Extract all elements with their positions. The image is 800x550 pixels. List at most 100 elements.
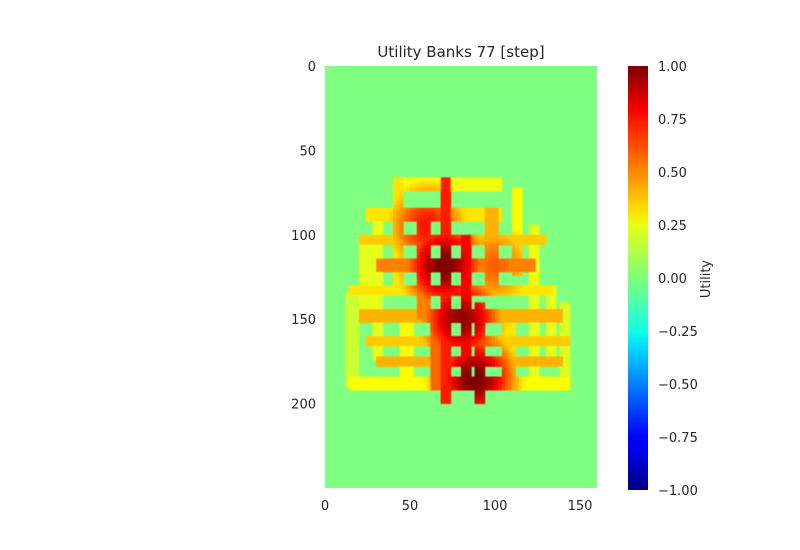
- heatmap-cell: [467, 261, 472, 266]
- heatmap-cell: [508, 386, 513, 391]
- heatmap-cell: [444, 211, 448, 215]
- heatmap-cell: [365, 271, 370, 276]
- heatmap-cell: [348, 386, 353, 391]
- heatmap-cell: [444, 285, 448, 290]
- heatmap-cell: [488, 248, 492, 253]
- heatmap-cell: [532, 295, 537, 300]
- heatmap-cell: [365, 217, 370, 222]
- heatmap-cell: [512, 238, 516, 242]
- heatmap-cell: [440, 258, 445, 263]
- heatmap-cell: [433, 359, 438, 364]
- heatmap-cell: [488, 386, 492, 391]
- heatmap-cell: [559, 352, 564, 357]
- heatmap-cell: [416, 278, 421, 283]
- heatmap-cell: [508, 363, 513, 367]
- heatmap-cell: [447, 292, 452, 296]
- heatmap-cell: [481, 241, 486, 246]
- heatmap-cell: [542, 234, 547, 239]
- heatmap-cell: [532, 255, 537, 259]
- heatmap-cell: [376, 261, 380, 266]
- heatmap-cell: [399, 352, 404, 357]
- heatmap-cell: [440, 248, 445, 253]
- heatmap-cell: [396, 268, 401, 273]
- heatmap-cell: [484, 234, 489, 239]
- heatmap-cell: [566, 305, 571, 310]
- heatmap-cell: [396, 342, 401, 347]
- heatmap-cell: [542, 292, 547, 296]
- heatmap-cell: [355, 292, 360, 296]
- heatmap-cell: [440, 234, 445, 239]
- heatmap-cell: [535, 302, 540, 307]
- heatmap-cell: [464, 288, 469, 293]
- heatmap-cell: [464, 373, 469, 377]
- heatmap-cell: [406, 376, 411, 381]
- heatmap-cell: [481, 207, 486, 212]
- heatmap-cell: [396, 224, 401, 229]
- heatmap-cell: [444, 194, 448, 199]
- heatmap-cell: [495, 244, 499, 249]
- heatmap-cell: [352, 346, 356, 350]
- heatmap-cell: [433, 332, 438, 337]
- heatmap-cell: [495, 224, 499, 229]
- heatmap-cell: [427, 298, 431, 303]
- heatmap-cell: [461, 261, 465, 266]
- heatmap-cell: [481, 363, 486, 367]
- heatmap-cell: [386, 288, 390, 293]
- heatmap-cell: [518, 207, 523, 212]
- heatmap-cell: [437, 214, 441, 219]
- heatmap-cell: [464, 336, 469, 340]
- heatmap-cell: [508, 379, 513, 384]
- heatmap-cell: [461, 325, 465, 330]
- heatmap-cell: [467, 339, 472, 344]
- heatmap-cell: [512, 329, 516, 334]
- heatmap-cell: [478, 319, 482, 323]
- heatmap-cell: [433, 322, 438, 327]
- heatmap-cell: [379, 298, 384, 303]
- heatmap-cell: [413, 312, 418, 317]
- heatmap-cell: [355, 339, 360, 344]
- colorbar-label: Utility: [699, 260, 714, 299]
- heatmap-cell: [461, 379, 465, 384]
- heatmap-cell: [529, 261, 533, 266]
- heatmap-cell: [403, 376, 407, 381]
- heatmap-cell: [461, 211, 465, 215]
- heatmap-cell: [512, 325, 516, 330]
- heatmap-cell: [345, 369, 350, 374]
- heatmap-cell: [484, 177, 489, 182]
- heatmap-cell: [478, 234, 482, 239]
- heatmap-cell: [396, 275, 401, 280]
- heatmap-cell: [488, 379, 492, 384]
- heatmap-cell: [512, 231, 516, 236]
- heatmap-cell: [379, 282, 384, 286]
- heatmap-cell: [471, 379, 475, 384]
- heatmap-cell: [542, 241, 547, 246]
- heatmap-cell: [413, 363, 418, 367]
- heatmap-cell: [399, 319, 404, 323]
- heatmap-cell: [433, 309, 438, 313]
- heatmap-cell: [440, 352, 445, 357]
- heatmap-cell: [501, 261, 506, 266]
- heatmap-cell: [437, 352, 441, 357]
- heatmap-cell: [467, 251, 472, 256]
- heatmap-cell: [539, 339, 543, 344]
- heatmap-cell: [474, 292, 479, 296]
- heatmap-cell: [433, 217, 438, 222]
- heatmap-cell: [529, 342, 533, 347]
- heatmap-cell: [457, 288, 462, 293]
- heatmap-cell: [450, 379, 455, 384]
- heatmap-cell: [478, 315, 482, 320]
- heatmap-cell: [491, 319, 496, 323]
- heatmap-cell: [396, 258, 401, 263]
- heatmap-cell: [379, 376, 384, 381]
- heatmap-cell: [403, 309, 407, 313]
- heatmap-cell: [423, 386, 428, 391]
- heatmap-cell: [382, 379, 387, 384]
- heatmap-cell: [495, 282, 499, 286]
- heatmap-cell: [359, 251, 363, 256]
- heatmap-cell: [488, 265, 492, 269]
- heatmap-cell: [457, 383, 462, 388]
- heatmap-cell: [508, 285, 513, 290]
- heatmap-cell: [512, 228, 516, 232]
- heatmap-cell: [559, 332, 564, 337]
- heatmap-cell: [474, 342, 479, 347]
